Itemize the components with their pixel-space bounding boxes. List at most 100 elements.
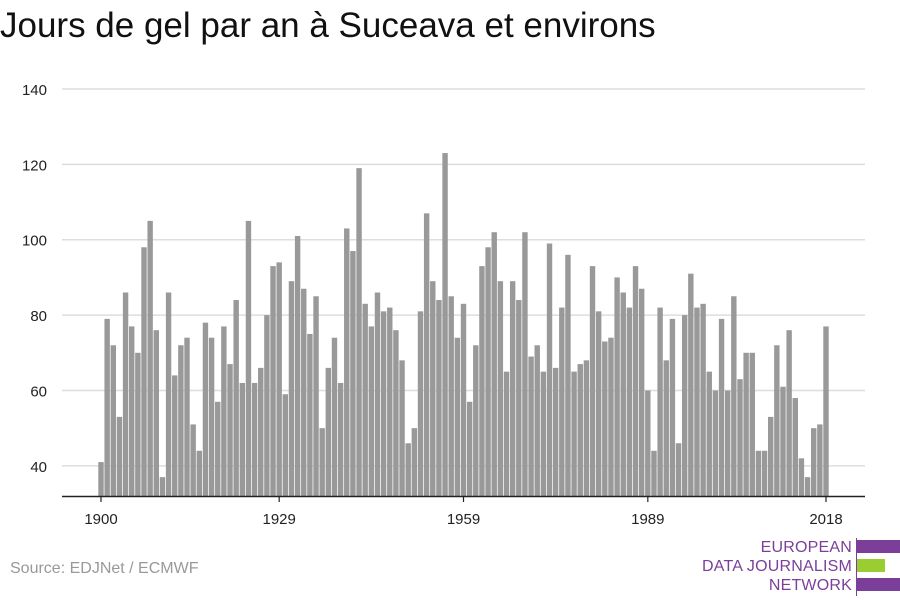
bar-2001 <box>718 318 725 496</box>
bar-1931 <box>288 281 295 496</box>
bar-1949 <box>399 360 405 496</box>
x-tick-label-1929: 1929 <box>262 511 295 528</box>
bar-1978 <box>577 364 583 496</box>
bar-2007 <box>755 450 762 496</box>
bar-1969 <box>522 232 528 496</box>
y-tick-label-60: 60 <box>30 383 47 400</box>
bar-1907 <box>141 247 147 496</box>
bar-1921 <box>227 364 233 496</box>
bar-1950 <box>405 443 411 496</box>
bar-1970 <box>528 356 534 496</box>
bars <box>98 153 829 497</box>
bar-1989 <box>645 390 651 496</box>
bar-1933 <box>301 288 307 496</box>
bar-1954 <box>430 281 436 496</box>
bar-1937 <box>325 367 332 496</box>
bar-1994 <box>675 443 682 496</box>
bar-1916 <box>196 450 203 496</box>
bar-1912 <box>172 375 178 496</box>
bar-1955 <box>436 300 442 496</box>
bar-1938 <box>331 337 338 496</box>
logo-line-2: DATA JOURNALISM <box>702 558 852 575</box>
bar-1993 <box>669 318 676 496</box>
bar-1976 <box>565 254 571 496</box>
bar-2000 <box>712 390 719 496</box>
bar-1934 <box>307 333 313 496</box>
bar-1924 <box>245 220 252 497</box>
logo-line-1: EUROPEAN <box>760 539 852 556</box>
bar-1942 <box>356 168 362 496</box>
bar-1953 <box>423 213 430 496</box>
bar-1922 <box>233 300 239 496</box>
x-axis: 1900 1929 1959 1989 2018 <box>62 495 865 528</box>
bar-1948 <box>393 330 399 496</box>
bar-1909 <box>153 330 159 496</box>
bar-1943 <box>362 303 368 496</box>
bar-1977 <box>571 371 577 496</box>
bar-1901 <box>104 318 110 496</box>
bar-2015 <box>804 477 811 496</box>
bar-2002 <box>724 390 731 496</box>
edjnet-logo: EUROPEAN DATA JOURNALISM NETWORK <box>700 538 900 596</box>
bar-1964 <box>491 232 497 496</box>
bar-2009 <box>768 416 774 496</box>
bar-1904 <box>122 292 129 496</box>
bar-1958 <box>454 337 461 496</box>
bar-1927 <box>264 315 270 496</box>
bar-1983 <box>608 337 614 496</box>
bar-1959 <box>460 303 467 496</box>
bar-1998 <box>700 303 706 496</box>
bar-1920 <box>221 326 227 496</box>
bar-2013 <box>792 398 798 496</box>
logo-divider <box>856 538 857 596</box>
y-tick-label-40: 40 <box>30 459 47 476</box>
y-axis-tick-labels: 40 60 80 100 120 140 <box>22 82 47 476</box>
bar-1968 <box>516 300 522 496</box>
logo-bar-bottom <box>857 578 900 591</box>
bar-1930 <box>282 394 289 496</box>
bar-1985 <box>620 292 626 496</box>
bar-1923 <box>239 382 246 496</box>
bar-1944 <box>368 326 375 496</box>
bar-1956 <box>442 153 448 496</box>
bar-1974 <box>552 367 559 496</box>
y-tick-label-80: 80 <box>30 308 47 325</box>
bar-1973 <box>546 243 553 496</box>
bar-1966 <box>503 371 510 496</box>
bar-1972 <box>540 371 547 496</box>
bar-1962 <box>479 266 485 496</box>
bar-1971 <box>534 345 540 496</box>
bar-1919 <box>215 401 221 496</box>
bar-1939 <box>337 382 344 496</box>
bar-1929 <box>276 262 282 496</box>
source-note: Source: EDJNet / ECMWF <box>10 560 199 577</box>
bar-2004 <box>737 379 743 496</box>
bar-chart: 40 60 80 100 120 140 1900 1929 1959 1989 2018 <box>22 82 865 528</box>
bar-1935 <box>313 296 319 496</box>
bar-2014 <box>798 458 805 496</box>
bar-2017 <box>817 424 823 496</box>
x-tick-label-1989: 1989 <box>631 511 664 528</box>
bar-1946 <box>380 311 387 496</box>
bar-1928 <box>270 266 276 496</box>
bar-1957 <box>448 296 454 496</box>
bar-1960 <box>466 401 473 496</box>
bar-1913 <box>178 345 184 496</box>
bar-1965 <box>497 281 504 496</box>
bar-1903 <box>116 416 123 496</box>
bar-1932 <box>294 235 301 496</box>
bar-1967 <box>509 281 516 496</box>
x-tick-label-2018: 2018 <box>809 511 842 528</box>
bar-1900 <box>98 462 104 496</box>
bar-2005 <box>743 352 749 496</box>
bar-1945 <box>374 292 381 496</box>
logo-line-3: NETWORK <box>768 577 852 594</box>
y-tick-label-120: 120 <box>22 157 47 174</box>
bar-1906 <box>135 352 141 496</box>
bar-1917 <box>202 322 209 496</box>
bar-1925 <box>251 382 258 496</box>
bar-2006 <box>749 352 755 496</box>
bar-1902 <box>110 345 116 496</box>
bar-1947 <box>387 307 393 496</box>
bar-2003 <box>731 296 737 496</box>
